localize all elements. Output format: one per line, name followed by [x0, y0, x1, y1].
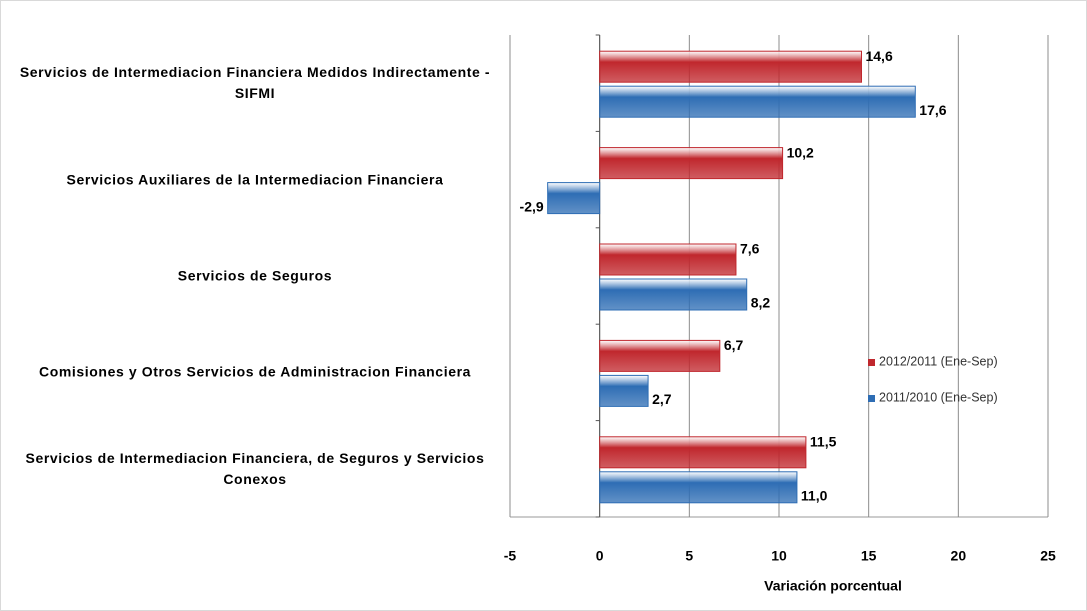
x-tick-label: 25	[1040, 548, 1056, 564]
data-label: 2,7	[652, 391, 672, 407]
data-label: 11,5	[810, 434, 837, 450]
x-tick-label: 20	[951, 548, 967, 564]
bar	[599, 243, 737, 276]
bar	[599, 374, 649, 407]
bar	[599, 436, 807, 469]
bar	[599, 85, 916, 118]
bar	[599, 50, 862, 83]
data-label: 10,2	[787, 144, 814, 160]
legend-label: 2012/2011 (Ene-Sep)	[879, 354, 998, 368]
data-label: 11,0	[801, 488, 828, 504]
x-tick-label: 15	[861, 548, 877, 564]
x-tick-label: 5	[685, 548, 693, 564]
legend-label: 2011/2010 (Ene-Sep)	[879, 390, 998, 404]
x-tick-label: -5	[504, 548, 517, 564]
x-tick-label: 0	[596, 548, 604, 564]
bar	[599, 147, 784, 180]
x-tick-label: 10	[771, 548, 787, 564]
data-label: 6,7	[724, 337, 744, 353]
category-label: Servicios de Intermediacion Financiera, …	[25, 449, 485, 487]
data-label: 7,6	[740, 241, 760, 257]
bar	[599, 339, 721, 372]
data-label: -2,9	[520, 198, 544, 214]
data-label: 14,6	[865, 48, 892, 64]
legend-swatch	[868, 395, 875, 402]
bar	[599, 278, 748, 311]
legend-swatch	[868, 359, 875, 366]
category-label: Comisiones y Otros Servicios de Administ…	[38, 363, 472, 380]
data-label: 17,6	[919, 102, 946, 118]
bar	[599, 471, 798, 504]
bar	[547, 182, 601, 215]
data-label: 8,2	[751, 295, 771, 311]
category-label: Servicios de Seguros	[177, 267, 333, 284]
category-label: Servicios Auxiliares de la Intermediacio…	[66, 171, 444, 188]
category-label: Servicios de Intermediacion Financiera M…	[19, 64, 491, 102]
x-axis-title: Variación porcentual	[764, 578, 902, 594]
